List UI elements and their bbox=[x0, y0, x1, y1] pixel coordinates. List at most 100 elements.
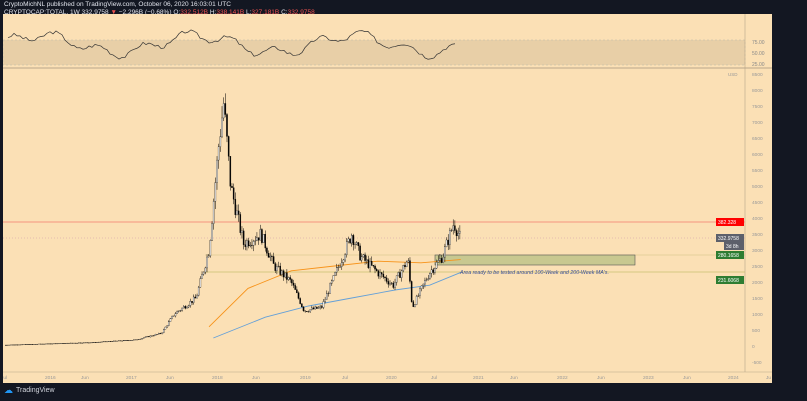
candle bbox=[342, 259, 345, 263]
candle bbox=[394, 282, 396, 288]
candle bbox=[449, 230, 451, 245]
symbol-ohlc: CRYPTOCAP:TOTAL, 1W 332.9758 ▼ −2.296B (… bbox=[4, 9, 315, 17]
candle bbox=[284, 272, 286, 278]
candle bbox=[212, 201, 215, 224]
price-tick: 1000 bbox=[752, 312, 763, 318]
candle bbox=[341, 262, 343, 267]
candle bbox=[392, 282, 395, 288]
time-tick: 2017 bbox=[126, 375, 137, 381]
rsi-tick: 25.00 bbox=[752, 62, 765, 68]
bar-countdown: 3d 8h bbox=[724, 242, 744, 250]
candle bbox=[158, 333, 160, 335]
svg-text:3d 8h: 3d 8h bbox=[726, 244, 739, 250]
candle bbox=[301, 303, 303, 308]
candle bbox=[420, 285, 423, 290]
time-tick: 2020 bbox=[386, 375, 397, 381]
time-tick: Jun bbox=[683, 375, 691, 381]
candle bbox=[364, 254, 366, 261]
candle bbox=[289, 277, 291, 280]
candle bbox=[372, 265, 375, 267]
price-tick: 7000 bbox=[752, 120, 763, 126]
candle bbox=[415, 296, 418, 305]
candle bbox=[222, 103, 225, 119]
price-chart[interactable]: 75.00 50.00 25.00 8500 8000 7500 7000 6500 60… bbox=[3, 14, 772, 383]
candle bbox=[385, 277, 388, 282]
last-price: 332.9758 bbox=[81, 9, 109, 16]
price-tick: 500 bbox=[752, 328, 760, 334]
price-tick: 7500 bbox=[752, 104, 763, 110]
price-tick: 8000 bbox=[752, 88, 763, 94]
candle bbox=[291, 279, 293, 284]
candle bbox=[429, 273, 431, 279]
candle bbox=[352, 235, 355, 245]
candle bbox=[334, 272, 336, 276]
high-value: 338.141B bbox=[216, 9, 245, 16]
candle bbox=[206, 256, 208, 269]
candle bbox=[442, 256, 444, 263]
candle bbox=[362, 254, 365, 257]
price-tick: 6500 bbox=[752, 136, 763, 142]
candle bbox=[164, 326, 167, 330]
candle bbox=[262, 234, 265, 243]
candle bbox=[141, 338, 143, 340]
rsi-pane: 75.00 50.00 25.00 bbox=[3, 29, 772, 69]
candle bbox=[344, 254, 346, 261]
candle bbox=[191, 301, 193, 303]
candle bbox=[219, 136, 222, 147]
ma-100-week-line bbox=[208, 259, 461, 328]
candle bbox=[459, 230, 461, 234]
svg-text:382.328: 382.328 bbox=[718, 220, 736, 226]
time-tick: Jun bbox=[597, 375, 605, 381]
candle bbox=[207, 255, 210, 258]
candle bbox=[410, 281, 413, 302]
candle bbox=[425, 279, 428, 281]
time-tick: 2019 bbox=[300, 375, 311, 381]
candle bbox=[355, 242, 358, 245]
candle bbox=[148, 336, 150, 338]
candle bbox=[194, 296, 197, 299]
time-tick: 2016 bbox=[45, 375, 56, 381]
svg-text:332.9758: 332.9758 bbox=[718, 236, 739, 242]
candle bbox=[437, 260, 439, 263]
candle bbox=[347, 238, 350, 242]
price-tick: 5500 bbox=[752, 168, 763, 174]
candle bbox=[427, 278, 430, 280]
candle bbox=[331, 280, 333, 284]
candle bbox=[409, 260, 411, 282]
price-tick: 5000 bbox=[752, 184, 763, 190]
candle bbox=[309, 309, 311, 312]
candle bbox=[254, 240, 257, 242]
tradingview-logo[interactable]: ☁ TradingView bbox=[4, 385, 55, 396]
rsi-line bbox=[7, 29, 456, 60]
price-tick: 4500 bbox=[752, 200, 763, 206]
candle bbox=[166, 325, 168, 328]
candle bbox=[123, 340, 125, 342]
candle bbox=[232, 187, 235, 200]
price-axis[interactable]: 8500800075007000650060005500500045004000… bbox=[752, 72, 763, 366]
time-axis[interactable]: Jul 2016 Jun 2017 Jun 2018 Jun 2019 Jul 2020 Jul 20… bbox=[3, 375, 771, 381]
candle bbox=[314, 306, 316, 310]
candle bbox=[336, 267, 338, 273]
candle bbox=[365, 259, 368, 261]
candle bbox=[187, 305, 190, 308]
candle bbox=[256, 237, 258, 241]
open-value: 332.512B bbox=[180, 9, 209, 16]
ma-200-week-line bbox=[213, 271, 461, 339]
candle bbox=[445, 239, 448, 247]
candle bbox=[113, 340, 115, 342]
candle bbox=[184, 306, 187, 309]
candle bbox=[179, 310, 182, 312]
candle bbox=[209, 240, 212, 257]
candle bbox=[302, 306, 305, 311]
candle bbox=[163, 329, 165, 333]
candle bbox=[181, 307, 183, 311]
candle bbox=[249, 244, 252, 247]
candle bbox=[182, 306, 185, 309]
candle bbox=[274, 263, 276, 271]
low-label: L: bbox=[246, 9, 252, 16]
candle bbox=[176, 311, 178, 315]
currency-label: USD bbox=[728, 72, 738, 77]
candle bbox=[304, 310, 306, 312]
candle bbox=[375, 269, 378, 272]
candle bbox=[267, 253, 270, 258]
